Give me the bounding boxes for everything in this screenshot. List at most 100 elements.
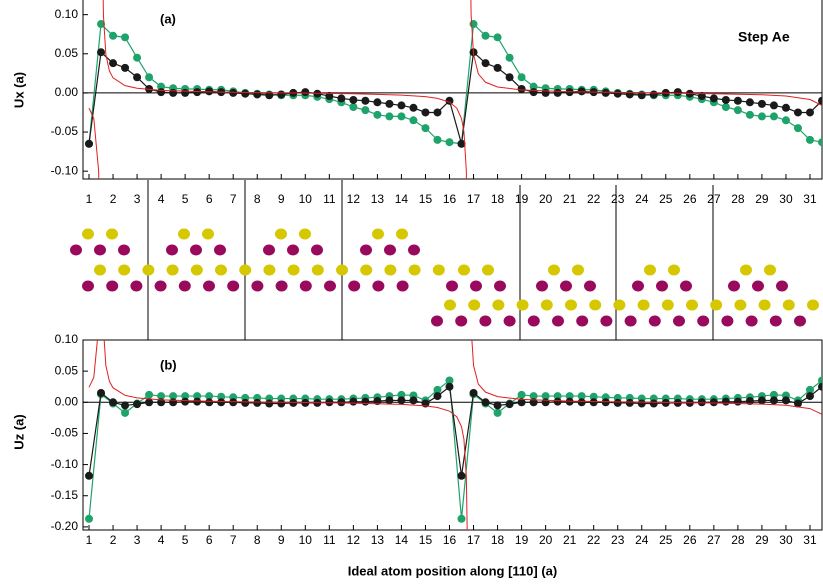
data-point <box>445 138 454 147</box>
atom-diagram <box>70 180 819 340</box>
atom <box>644 264 656 276</box>
x-tick-label: 29 <box>755 192 769 206</box>
atom <box>516 299 529 311</box>
atom <box>70 244 82 256</box>
atom <box>632 280 644 292</box>
data-point <box>781 396 790 405</box>
y-tick-label: -0.10 <box>51 457 79 471</box>
data-point <box>709 398 718 407</box>
data-point <box>157 392 166 401</box>
x-axis-label: Ideal atom position along [110] (a) <box>348 563 557 578</box>
x-tick-label: 17 <box>467 533 481 547</box>
y-axis-label: Uz (a) <box>11 414 26 449</box>
data-point <box>745 110 754 119</box>
atom <box>455 315 468 327</box>
data-point <box>517 390 526 399</box>
y-tick-label: 0.10 <box>55 7 79 21</box>
data-point <box>721 397 730 406</box>
atom <box>106 228 118 240</box>
data-point <box>769 396 778 405</box>
data-point <box>577 392 586 401</box>
atom <box>536 280 548 292</box>
data-point <box>193 88 202 97</box>
y-tick-label: -0.10 <box>51 163 79 177</box>
atom <box>503 315 516 327</box>
atom <box>299 228 311 240</box>
panel: -0.10-0.050.000.050.101 2 3 4 5 6 7 8 9 10 11 12 13 1… <box>11 0 823 206</box>
atom <box>203 280 215 292</box>
atom <box>142 264 155 276</box>
data-point <box>493 63 502 72</box>
data-point <box>553 392 562 401</box>
atom <box>758 299 771 311</box>
data-point <box>505 400 514 409</box>
y-tick-label: 0.00 <box>55 394 79 408</box>
data-point <box>769 390 778 399</box>
data-point <box>385 112 394 121</box>
atom <box>360 244 372 256</box>
data-point <box>421 124 430 133</box>
atom <box>432 264 445 276</box>
data-point <box>625 90 634 99</box>
atom <box>372 228 384 240</box>
data-point <box>709 94 718 103</box>
data-point <box>541 398 550 407</box>
data-point <box>733 397 742 406</box>
atom <box>710 299 723 311</box>
data-point <box>253 90 262 99</box>
x-tick-label: 22 <box>587 192 601 206</box>
data-point <box>433 392 442 401</box>
data-point <box>577 87 586 96</box>
x-tick-label: 16 <box>443 533 457 547</box>
data-point <box>157 88 166 97</box>
atom <box>494 280 506 292</box>
x-tick-label: 28 <box>731 192 745 206</box>
data-point <box>97 388 106 397</box>
data-point <box>625 398 634 407</box>
data-point <box>433 108 442 117</box>
data-point <box>505 73 514 82</box>
atom <box>324 280 336 292</box>
y-axis-label: Ux (a) <box>11 72 26 108</box>
data-point <box>217 398 226 407</box>
data-point <box>541 88 550 97</box>
data-point <box>97 20 106 29</box>
atom <box>548 264 560 276</box>
plot-frame <box>82 0 823 180</box>
atom <box>446 280 458 292</box>
y-tick-label: 0.00 <box>55 85 79 99</box>
y-tick-label: 0.10 <box>55 332 79 346</box>
atom <box>154 280 167 292</box>
atom <box>202 228 214 240</box>
atom <box>384 244 396 256</box>
x-tick-label: 19 <box>515 533 529 547</box>
data-point <box>325 92 334 101</box>
data-point <box>757 396 766 405</box>
series-line <box>88 22 822 145</box>
data-point <box>721 103 730 111</box>
atom <box>444 299 456 311</box>
atom <box>686 299 698 311</box>
atom <box>527 315 540 327</box>
x-tick-label: 28 <box>731 533 745 547</box>
data-point <box>577 398 586 407</box>
x-tick-label: 26 <box>683 192 697 206</box>
atom <box>782 299 795 311</box>
atom <box>396 228 408 240</box>
atom <box>82 228 94 240</box>
x-tick-label: 6 <box>206 192 213 206</box>
atom <box>668 264 680 276</box>
atom <box>769 315 782 327</box>
x-tick-label: 10 <box>299 533 313 547</box>
data-point <box>217 392 226 401</box>
data-point <box>337 398 346 407</box>
data-point <box>181 392 190 401</box>
data-point <box>818 382 822 391</box>
x-tick-label: 13 <box>371 192 385 206</box>
data-point <box>121 63 130 72</box>
data-point <box>818 96 822 105</box>
x-tick-label: 7 <box>230 192 237 206</box>
data-point <box>361 397 370 406</box>
data-point <box>325 398 334 407</box>
